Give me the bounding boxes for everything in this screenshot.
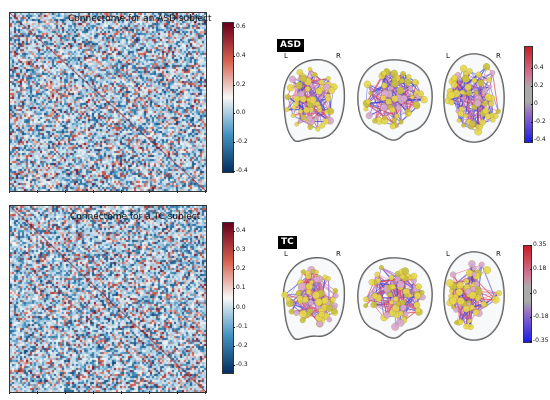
brain-view-sagittal xyxy=(281,257,346,341)
colorbar-tick-mark xyxy=(233,345,235,347)
brain-view-axial xyxy=(443,251,505,341)
colorbar-tick-mark xyxy=(233,269,235,271)
colorbar-tick-mark xyxy=(233,142,235,144)
colorbar-tick-mark xyxy=(233,27,235,28)
matrix-axis-tick xyxy=(9,190,10,193)
colorbar-tick-label: -0.2 xyxy=(236,341,248,349)
colorbar-tick-mark xyxy=(530,317,532,318)
left-hemisphere-label: L xyxy=(284,250,288,258)
tc-matrix-colorbar xyxy=(222,222,234,374)
colorbar-tick-label: 0.35 xyxy=(533,241,547,248)
colorbar-tick-label: -0.4 xyxy=(236,167,248,174)
matrix-axis-tick xyxy=(65,190,66,193)
matrix-axis-tick xyxy=(65,391,66,394)
colorbar-tick-mark xyxy=(233,55,235,57)
left-hemisphere-label: L xyxy=(446,52,450,60)
colorbar-tick-mark xyxy=(531,104,533,105)
colorbar-tick-label: 0.4 xyxy=(534,64,544,71)
colorbar-tick-label: 0.3 xyxy=(236,246,246,254)
right-hemisphere-label: R xyxy=(336,52,341,60)
tc-connectivity-matrix xyxy=(9,205,207,393)
colorbar-tick-label: -0.2 xyxy=(236,138,248,146)
right-hemisphere-label: R xyxy=(336,250,341,258)
colorbar-tick-label: 0.6 xyxy=(236,23,246,30)
left-hemisphere-label: L xyxy=(446,250,450,258)
matrix-axis-tick xyxy=(205,391,206,394)
asd-brain-label: ASD xyxy=(277,39,304,52)
matrix-axis-tick xyxy=(9,391,10,394)
matrix-axis-tick xyxy=(37,190,38,193)
matrix-axis-tick xyxy=(149,190,150,193)
asd-brain-colorbar xyxy=(524,46,533,143)
brain-view-axial xyxy=(443,53,505,143)
matrix-axis-tick xyxy=(121,190,122,193)
colorbar-tick-mark xyxy=(233,250,235,252)
colorbar-tick-label: 0.2 xyxy=(534,82,544,89)
colorbar-tick-mark xyxy=(531,86,533,87)
colorbar-tick-label: 0.4 xyxy=(236,51,246,59)
asd-connectivity-matrix xyxy=(9,12,207,192)
brain-view-coronal xyxy=(357,59,433,141)
colorbar-tick-mark xyxy=(233,84,235,86)
matrix-axis-tick xyxy=(177,190,178,193)
asd-glass-brain: L LR R xyxy=(283,52,505,143)
tc-brain-label: TC xyxy=(278,236,297,249)
colorbar-tick-mark xyxy=(530,293,532,294)
tc-glass-brain: L LR R xyxy=(281,250,505,341)
colorbar-tick-mark xyxy=(233,365,235,366)
colorbar-tick-label: 0.4 xyxy=(236,227,246,234)
colorbar-tick-label: 0.18 xyxy=(533,265,547,272)
colorbar-tick-mark xyxy=(233,326,235,328)
right-hemisphere-label: R xyxy=(496,250,501,258)
asd-matrix-title: Connectome for an ASD subject xyxy=(68,14,212,24)
colorbar-tick-label: 0.2 xyxy=(236,265,246,273)
colorbar-tick-label: -0.2 xyxy=(534,118,546,125)
matrix-axis-tick xyxy=(205,190,206,193)
tc-brain-colorbar xyxy=(523,245,532,343)
colorbar-tick-mark xyxy=(233,307,235,309)
brain-view-sagittal xyxy=(283,59,346,143)
colorbar-tick-label: -0.3 xyxy=(236,361,248,368)
colorbar-tick-mark xyxy=(233,113,235,115)
colorbar-tick-label: 0.0 xyxy=(236,303,246,311)
tc-matrix-title: Connectome for a TC subject xyxy=(70,212,201,222)
matrix-axis-tick xyxy=(149,391,150,394)
colorbar-tick-mark xyxy=(531,122,533,123)
colorbar-tick-label: 0.2 xyxy=(236,80,246,88)
colorbar-tick-mark xyxy=(233,231,235,232)
colorbar-tick-label: 0.0 xyxy=(236,109,246,117)
colorbar-tick-label: 0.1 xyxy=(236,284,246,292)
colorbar-tick-mark xyxy=(530,269,532,270)
colorbar-tick-mark xyxy=(233,288,235,290)
matrix-axis-tick xyxy=(93,391,94,394)
colorbar-tick-label: -0.18 xyxy=(533,313,549,320)
asd-matrix-colorbar xyxy=(222,22,234,173)
matrix-axis-tick xyxy=(93,190,94,193)
matrix-axis-tick xyxy=(37,391,38,394)
colorbar-tick-label: -0.1 xyxy=(236,322,248,330)
colorbar-tick-mark xyxy=(530,341,532,342)
colorbar-tick-label: 0 xyxy=(533,289,537,296)
colorbar-tick-mark xyxy=(531,140,533,141)
colorbar-tick-mark xyxy=(233,171,235,172)
right-hemisphere-label: R xyxy=(496,52,501,60)
colorbar-tick-label: -0.4 xyxy=(534,136,546,143)
matrix-axis-tick xyxy=(121,391,122,394)
matrix-axis-tick xyxy=(177,391,178,394)
colorbar-tick-label: 0 xyxy=(534,100,538,107)
colorbar-tick-label: -0.35 xyxy=(533,337,549,344)
colorbar-tick-mark xyxy=(531,68,533,69)
colorbar-tick-mark xyxy=(530,245,532,246)
brain-view-coronal xyxy=(357,257,433,339)
left-hemisphere-label: L xyxy=(284,52,288,60)
